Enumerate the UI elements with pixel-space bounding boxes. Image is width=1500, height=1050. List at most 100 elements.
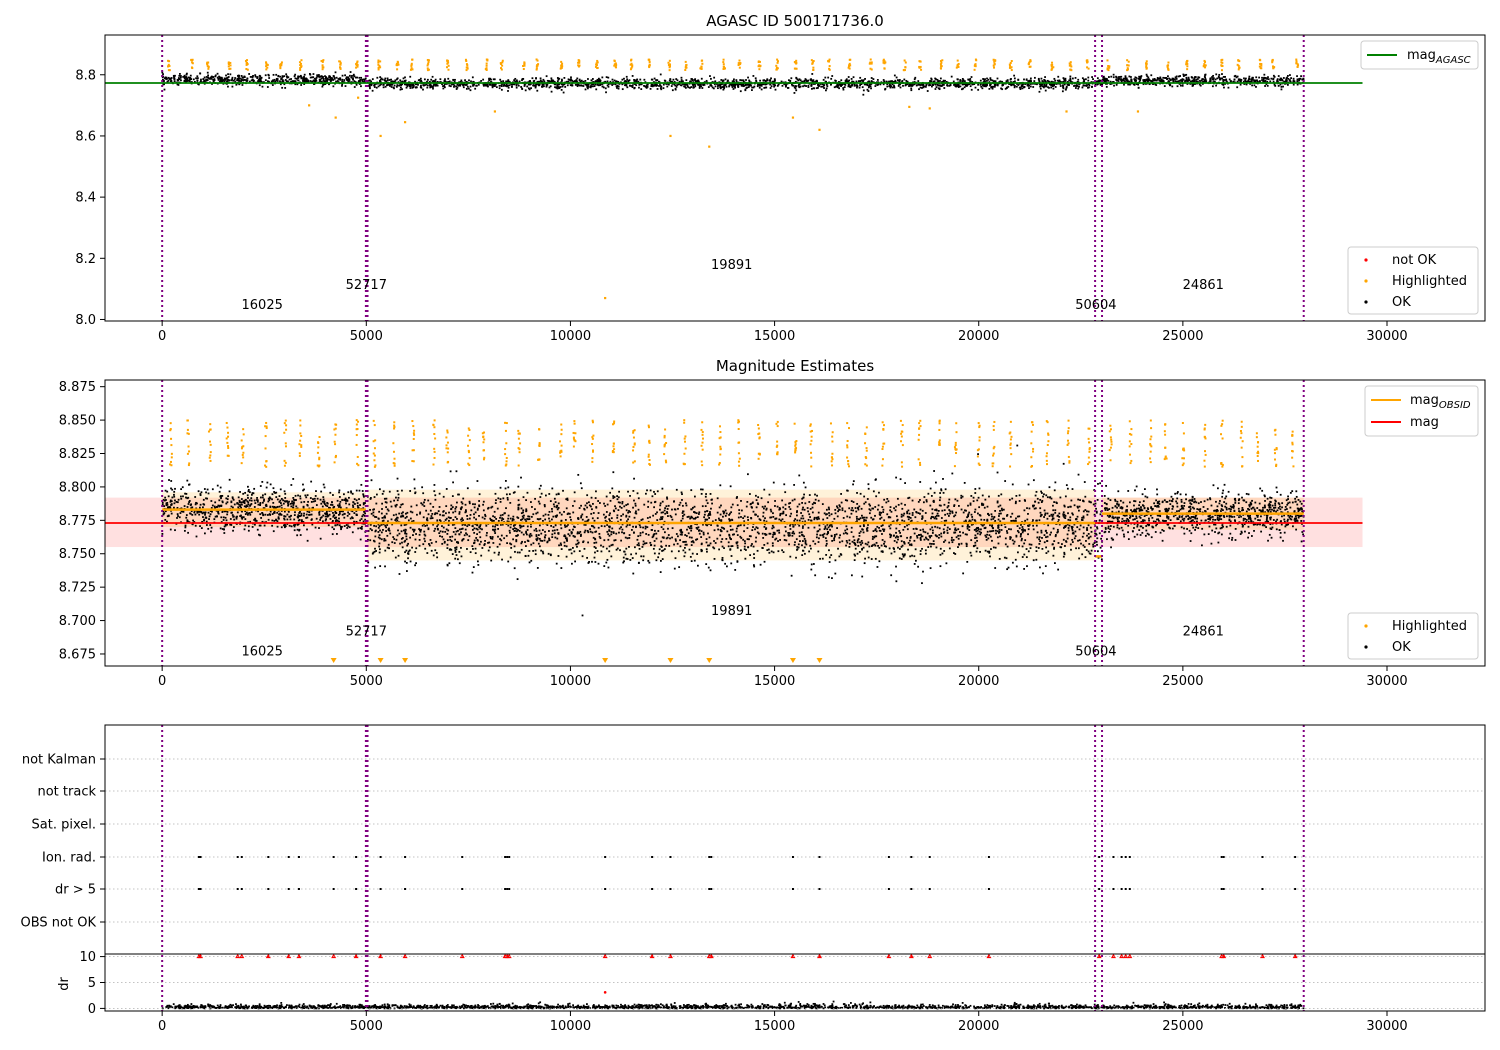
ok-point bbox=[328, 506, 330, 509]
ok-point bbox=[755, 80, 758, 83]
ok-point bbox=[751, 529, 754, 532]
ok-point bbox=[264, 74, 267, 77]
ok-point bbox=[381, 78, 384, 81]
ok-point bbox=[986, 77, 988, 80]
ok-point bbox=[218, 490, 221, 493]
ok-point bbox=[770, 77, 772, 80]
ok-point bbox=[318, 511, 321, 514]
ok-point bbox=[1142, 81, 1145, 83]
ok-point bbox=[889, 536, 892, 539]
ok-point bbox=[1193, 78, 1195, 81]
ok-point bbox=[1059, 85, 1062, 87]
ok-point bbox=[328, 513, 331, 516]
highlighted-point bbox=[300, 444, 303, 447]
ok-point bbox=[434, 512, 437, 515]
ok-point bbox=[240, 503, 242, 506]
ok-point bbox=[957, 83, 960, 85]
ok-point bbox=[188, 79, 191, 81]
ok-point bbox=[928, 84, 930, 87]
highlighted-point bbox=[299, 64, 302, 67]
ok-point bbox=[1198, 83, 1201, 86]
ok-point bbox=[707, 86, 710, 88]
ok-point bbox=[248, 512, 251, 514]
ok-point bbox=[332, 494, 334, 496]
ok-point bbox=[189, 74, 192, 77]
ok-point bbox=[343, 525, 346, 527]
highlighted-point bbox=[447, 64, 450, 67]
ok-point bbox=[551, 80, 554, 83]
highlighted-point bbox=[1145, 67, 1148, 70]
ok-point bbox=[287, 76, 290, 79]
ok-point bbox=[1263, 73, 1266, 76]
ok-point bbox=[1272, 74, 1275, 77]
ok-point bbox=[169, 499, 172, 502]
ok-point bbox=[539, 79, 542, 82]
ok-point bbox=[507, 79, 510, 82]
ok-point bbox=[353, 75, 356, 78]
ok-point bbox=[261, 501, 264, 504]
ok-point bbox=[223, 510, 226, 513]
ok-point bbox=[1233, 75, 1236, 78]
ok-point bbox=[1280, 85, 1283, 88]
ok-point bbox=[710, 524, 712, 526]
ok-point bbox=[253, 519, 256, 521]
ok-point bbox=[221, 77, 223, 80]
ok-point bbox=[165, 499, 167, 501]
ok-point bbox=[527, 83, 530, 86]
x-tick-label: 20000 bbox=[958, 329, 999, 344]
ok-point bbox=[754, 494, 757, 497]
ok-point bbox=[991, 79, 994, 82]
ok-point bbox=[363, 79, 366, 82]
ok-point bbox=[169, 500, 172, 503]
ok-point bbox=[611, 78, 614, 81]
ok-point bbox=[196, 75, 199, 78]
ok-point bbox=[480, 80, 483, 82]
ok-point bbox=[942, 83, 944, 86]
ok-point bbox=[227, 85, 229, 88]
ok-point bbox=[203, 79, 206, 82]
ok-point bbox=[162, 78, 164, 81]
ok-point bbox=[1221, 77, 1224, 80]
highlighted-point bbox=[1127, 68, 1130, 71]
ok-point bbox=[595, 88, 598, 91]
ok-point bbox=[269, 483, 272, 486]
ok-point bbox=[284, 515, 287, 518]
ok-point bbox=[1087, 79, 1090, 82]
ok-point bbox=[252, 81, 255, 83]
ok-point bbox=[933, 80, 936, 83]
ok-point bbox=[1258, 80, 1261, 83]
ok-point bbox=[711, 81, 714, 83]
highlighted-point bbox=[536, 59, 539, 62]
ok-point bbox=[684, 86, 687, 89]
ok-point bbox=[781, 84, 784, 87]
ok-point bbox=[456, 86, 459, 89]
ok-point bbox=[692, 517, 695, 520]
ok-point bbox=[685, 504, 688, 507]
highlighted-point bbox=[397, 61, 400, 64]
ok-point bbox=[556, 85, 559, 88]
highlighted-point bbox=[848, 62, 851, 65]
ok-point bbox=[275, 496, 278, 498]
ok-point bbox=[1274, 84, 1277, 87]
ok-point bbox=[548, 80, 551, 83]
ok-point bbox=[1099, 79, 1102, 82]
ok-point bbox=[196, 502, 198, 505]
ok-point bbox=[1093, 513, 1096, 516]
ok-point bbox=[842, 88, 845, 91]
ok-point bbox=[280, 526, 283, 529]
ok-point bbox=[939, 492, 942, 494]
ok-point bbox=[769, 83, 772, 86]
ok-point bbox=[934, 83, 937, 86]
ok-point bbox=[862, 546, 865, 549]
ok-point bbox=[296, 534, 299, 537]
ok-point bbox=[816, 80, 818, 83]
ok-point bbox=[247, 512, 250, 515]
ok-point bbox=[225, 77, 228, 80]
ok-point bbox=[505, 80, 508, 83]
ok-point bbox=[1063, 79, 1066, 82]
highlighted-point bbox=[1069, 63, 1072, 66]
ok-point bbox=[373, 83, 376, 86]
ok-point bbox=[290, 514, 292, 517]
ok-point bbox=[313, 77, 316, 80]
highlighted-point bbox=[523, 64, 526, 67]
